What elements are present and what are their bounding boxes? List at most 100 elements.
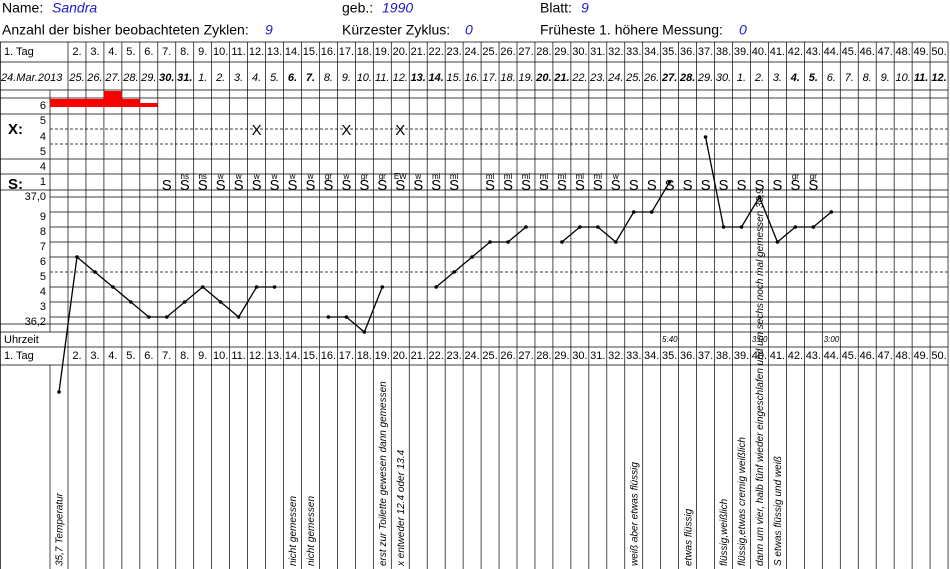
mucus-symbol: S <box>252 177 262 194</box>
day-number: 31. <box>590 46 605 58</box>
day-number: 36. <box>680 350 695 362</box>
mucus-note: gr <box>810 172 817 181</box>
temperature-line <box>58 255 275 393</box>
temperature-point <box>631 210 636 214</box>
temp-tick-label: 7 <box>40 241 46 253</box>
day-number: 9. <box>198 350 207 362</box>
temperature-point <box>272 285 277 289</box>
temperature-line <box>704 136 832 244</box>
day-number: 8. <box>180 46 189 58</box>
temperature-point <box>811 225 816 229</box>
row-label: 1 <box>40 176 46 188</box>
day-number: 44. <box>824 46 839 58</box>
mucus-symbol: S <box>629 177 639 194</box>
temperature-point <box>613 240 618 244</box>
time: 5:40 <box>662 335 678 344</box>
mucus-symbol: S <box>808 177 818 194</box>
temp-tick-label: 4 <box>40 286 46 298</box>
mucus-symbol: S <box>647 177 657 194</box>
day-number: 8. <box>180 350 189 362</box>
day-number: 42. <box>788 46 803 58</box>
day-number: 32. <box>608 350 623 362</box>
day-number: 13. <box>267 46 282 58</box>
date: 31. <box>177 72 192 84</box>
day-number: 47. <box>878 350 893 362</box>
temperature-point <box>182 300 187 304</box>
date: 12. <box>931 72 946 84</box>
bleeding-bar <box>85 99 104 107</box>
name-label: Name: <box>2 0 43 16</box>
mucus-symbol: S <box>539 177 549 194</box>
date: 12. <box>393 72 408 84</box>
mucus-symbol: S <box>270 177 280 194</box>
temperature-point <box>218 300 223 304</box>
row-label: 5 <box>40 146 46 158</box>
day-number: 11. <box>231 350 245 362</box>
name: Sandra <box>52 0 97 16</box>
mucus-note: w <box>342 172 349 181</box>
x-mark: X <box>395 122 405 139</box>
note: weiß aber etwas flüssig <box>629 462 640 566</box>
day-number: 43. <box>806 350 821 362</box>
mucus-note: w <box>307 172 314 181</box>
bleeding-bar <box>50 99 68 107</box>
note: nicht gemessen <box>306 496 317 566</box>
mucus-note: mi <box>486 172 495 181</box>
day-number: 33. <box>626 350 641 362</box>
day-number: 24. <box>464 46 479 58</box>
day-number: 32. <box>608 46 623 58</box>
temp-tick-label: 36,2 <box>25 316 46 328</box>
day-number: 38. <box>716 46 731 58</box>
date: 30. <box>716 72 731 84</box>
day-number: 28. <box>536 46 551 58</box>
day-number: 4. <box>108 46 117 58</box>
day-number: 39. <box>734 46 749 58</box>
day-number: 50. <box>931 350 946 362</box>
day-number: 6. <box>144 46 153 58</box>
date: 8. <box>863 72 872 84</box>
x-mark: X <box>252 122 262 139</box>
row-label: 4 <box>40 161 46 173</box>
day-number: 16. <box>321 46 336 58</box>
day-label-2: 1. Tag <box>4 350 34 362</box>
mucus-symbol: S <box>790 177 800 194</box>
mucus-note: gr <box>379 172 386 181</box>
day-number: 35. <box>662 350 677 362</box>
day-number: 21. <box>411 46 426 58</box>
day-number: 10. <box>213 46 228 58</box>
mucus-note: mi <box>540 172 549 181</box>
day-number: 13. <box>267 350 282 362</box>
cycles: 9 <box>265 22 273 38</box>
date: 29. <box>140 72 156 84</box>
mucus-note: gr <box>792 172 799 181</box>
date: 26. <box>643 72 659 84</box>
day-number: 11. <box>231 46 245 58</box>
temperature-point <box>147 315 151 319</box>
temperature-point <box>344 315 349 319</box>
date: 30. <box>159 72 174 84</box>
date: 11. <box>375 72 389 84</box>
mucus-symbol: S <box>395 177 405 194</box>
day-number: 41. <box>770 350 785 362</box>
mucus-symbol: S <box>234 177 244 194</box>
mucus-note: w <box>217 172 224 181</box>
day-number: 2. <box>72 350 81 362</box>
day-number: 31. <box>590 350 605 362</box>
date: 18. <box>500 72 515 84</box>
day-number: 45. <box>842 46 857 58</box>
date: 9. <box>881 72 890 84</box>
bleeding-bar <box>121 99 140 107</box>
date: 13. <box>411 72 426 84</box>
day-number: 4. <box>108 350 117 362</box>
day-number: 19. <box>375 46 390 58</box>
date: 8. <box>324 72 333 84</box>
mucus-note: w <box>414 172 421 181</box>
date: 11. <box>914 72 928 84</box>
date: 4. <box>790 72 800 84</box>
temperature-point <box>57 390 61 394</box>
row-label: 5 <box>40 115 46 127</box>
born-label: geb.: <box>342 0 373 16</box>
mucus-note: w <box>235 172 242 181</box>
date: 16. <box>464 72 479 84</box>
temperature-point <box>254 285 259 289</box>
